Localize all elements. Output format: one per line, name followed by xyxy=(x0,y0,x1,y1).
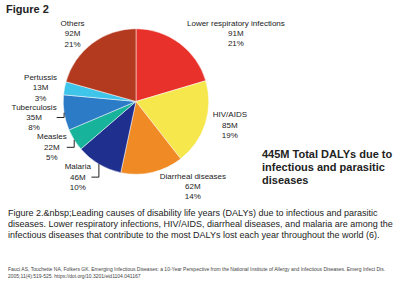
svg-text:Lower respiratory infections91: Lower respiratory infections91M21% xyxy=(187,19,285,49)
html-text:Fauci AS, Touchette NA, Folker: Fauci AS, Touchette NA, Folkers GK. Emer… xyxy=(8,266,386,279)
svg-text:Tuberculosis35M8%: Tuberculosis35M8% xyxy=(12,103,57,133)
svg-text:Pertussis13M3%: Pertussis13M3% xyxy=(24,73,57,103)
svg-text:Diarrheal diseases62M14%: Diarrheal diseases62M14% xyxy=(160,172,226,202)
html-text:445M Total DALYs due to infect: 445M Total DALYs due to infectious and p… xyxy=(262,148,393,186)
svg-text:Others92M21%: Others92M21% xyxy=(61,19,85,49)
html-text:Figure 2: Figure 2 xyxy=(6,3,49,15)
svg-text:HIV/AIDS85M19%: HIV/AIDS85M19% xyxy=(213,110,247,140)
svg-text:Malaria46M10%: Malaria46M10% xyxy=(65,162,92,192)
html-text:Figure 2.&nbsp;Leading causes: Figure 2.&nbsp;Leading causes of disabil… xyxy=(8,208,393,240)
svg-text:Measles22M5%: Measles22M5% xyxy=(37,132,67,162)
